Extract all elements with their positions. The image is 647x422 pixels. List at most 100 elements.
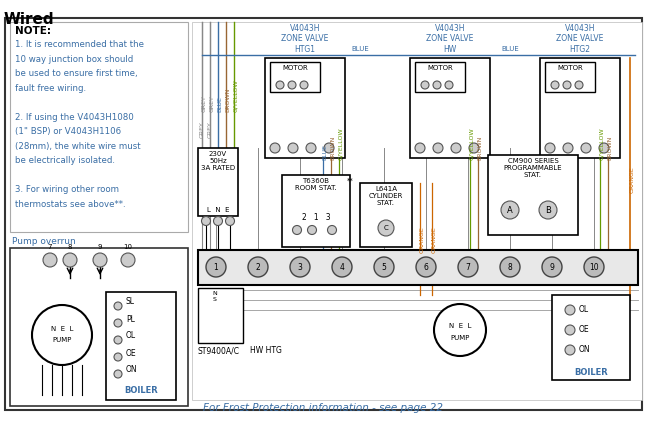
Circle shape	[565, 325, 575, 335]
Text: BROWN: BROWN	[331, 135, 336, 160]
Text: OE: OE	[579, 325, 589, 335]
Text: For Frost Protection information - see page 22: For Frost Protection information - see p…	[203, 403, 443, 413]
Circle shape	[433, 81, 441, 89]
Circle shape	[542, 257, 562, 277]
Bar	[198, 288, 243, 343]
Bar	[410, 58, 490, 158]
Circle shape	[324, 143, 334, 153]
Text: BLUE: BLUE	[322, 144, 327, 160]
Text: (1" BSP) or V4043H1106: (1" BSP) or V4043H1106	[15, 127, 121, 136]
Circle shape	[421, 81, 429, 89]
Text: L  N  E: L N E	[207, 207, 229, 213]
Circle shape	[248, 257, 268, 277]
Text: MOTOR: MOTOR	[427, 65, 453, 71]
Text: 9: 9	[549, 262, 554, 271]
Bar	[10, 22, 188, 232]
Text: Wired: Wired	[4, 12, 54, 27]
Text: ORANGE: ORANGE	[419, 227, 424, 253]
Text: MOTOR: MOTOR	[282, 65, 308, 71]
Text: GREY: GREY	[210, 95, 215, 112]
Text: ORANGE: ORANGE	[432, 227, 437, 253]
Circle shape	[114, 302, 122, 310]
Text: BROWN: BROWN	[226, 88, 230, 112]
Circle shape	[43, 253, 57, 267]
Circle shape	[581, 143, 591, 153]
Bar	[265, 58, 345, 158]
Circle shape	[306, 143, 316, 153]
Text: GREY: GREY	[199, 122, 204, 138]
Text: OL: OL	[579, 306, 589, 314]
Circle shape	[214, 216, 223, 225]
Text: 2. If using the V4043H1080: 2. If using the V4043H1080	[15, 113, 134, 122]
Circle shape	[415, 143, 425, 153]
Text: V4043H
ZONE VALVE
HTG1: V4043H ZONE VALVE HTG1	[281, 24, 329, 54]
Bar	[415, 62, 465, 92]
Bar	[198, 250, 638, 285]
Circle shape	[545, 143, 555, 153]
Text: PUMP: PUMP	[52, 337, 72, 343]
Circle shape	[288, 81, 296, 89]
Bar	[545, 62, 595, 92]
Text: 10 way junction box should: 10 way junction box should	[15, 54, 133, 63]
Bar	[270, 62, 320, 92]
Circle shape	[300, 81, 308, 89]
Text: BLUE: BLUE	[217, 96, 223, 112]
Text: BLUE: BLUE	[351, 46, 369, 52]
Circle shape	[290, 257, 310, 277]
Text: ON: ON	[126, 365, 138, 374]
Text: ST9400A/C: ST9400A/C	[198, 346, 240, 355]
Text: ORANGE: ORANGE	[630, 167, 635, 193]
Text: N
S: N S	[213, 291, 217, 302]
Text: 1: 1	[214, 262, 219, 271]
Circle shape	[332, 257, 352, 277]
Bar	[106, 292, 176, 400]
Circle shape	[501, 201, 519, 219]
Circle shape	[575, 81, 583, 89]
Text: GREY: GREY	[208, 122, 212, 138]
Text: (28mm), the white wire must: (28mm), the white wire must	[15, 141, 140, 151]
Circle shape	[445, 81, 453, 89]
Text: 2: 2	[256, 262, 260, 271]
Text: 1. It is recommended that the: 1. It is recommended that the	[15, 40, 144, 49]
Text: BOILER: BOILER	[574, 368, 608, 377]
Circle shape	[584, 257, 604, 277]
Circle shape	[32, 305, 92, 365]
Text: ON: ON	[579, 346, 591, 354]
Circle shape	[458, 257, 478, 277]
Bar	[198, 148, 238, 216]
Bar	[282, 175, 350, 247]
Text: BOILER: BOILER	[124, 386, 158, 395]
Text: B: B	[545, 206, 551, 214]
Text: BROWN: BROWN	[608, 135, 613, 160]
Circle shape	[114, 336, 122, 344]
Circle shape	[565, 305, 575, 315]
Circle shape	[374, 257, 394, 277]
Text: PL: PL	[126, 314, 135, 324]
Text: BLUE: BLUE	[501, 46, 519, 52]
Text: fault free wiring.: fault free wiring.	[15, 84, 86, 92]
Text: 8: 8	[508, 262, 512, 271]
Text: 2   1   3: 2 1 3	[302, 213, 331, 222]
Circle shape	[500, 257, 520, 277]
Text: thermostats see above**.: thermostats see above**.	[15, 200, 126, 208]
Circle shape	[469, 143, 479, 153]
Text: G/YELLOW: G/YELLOW	[234, 79, 239, 112]
Text: Pump overrun: Pump overrun	[12, 237, 76, 246]
Bar	[360, 183, 412, 247]
Text: 4: 4	[340, 262, 344, 271]
Text: 230V
50Hz
3A RATED: 230V 50Hz 3A RATED	[201, 151, 235, 171]
Text: 10: 10	[124, 244, 133, 250]
Circle shape	[276, 81, 284, 89]
Circle shape	[599, 143, 609, 153]
Circle shape	[307, 225, 316, 235]
Text: BROWN: BROWN	[477, 135, 483, 160]
Circle shape	[226, 216, 234, 225]
Circle shape	[201, 216, 210, 225]
Text: V4043H
ZONE VALVE
HTG2: V4043H ZONE VALVE HTG2	[556, 24, 604, 54]
Text: G/YELLOW: G/YELLOW	[338, 127, 344, 160]
Bar	[192, 22, 642, 400]
Text: L641A
CYLINDER
STAT.: L641A CYLINDER STAT.	[369, 186, 403, 206]
Text: OE: OE	[126, 349, 137, 357]
Circle shape	[114, 319, 122, 327]
Circle shape	[434, 304, 486, 356]
